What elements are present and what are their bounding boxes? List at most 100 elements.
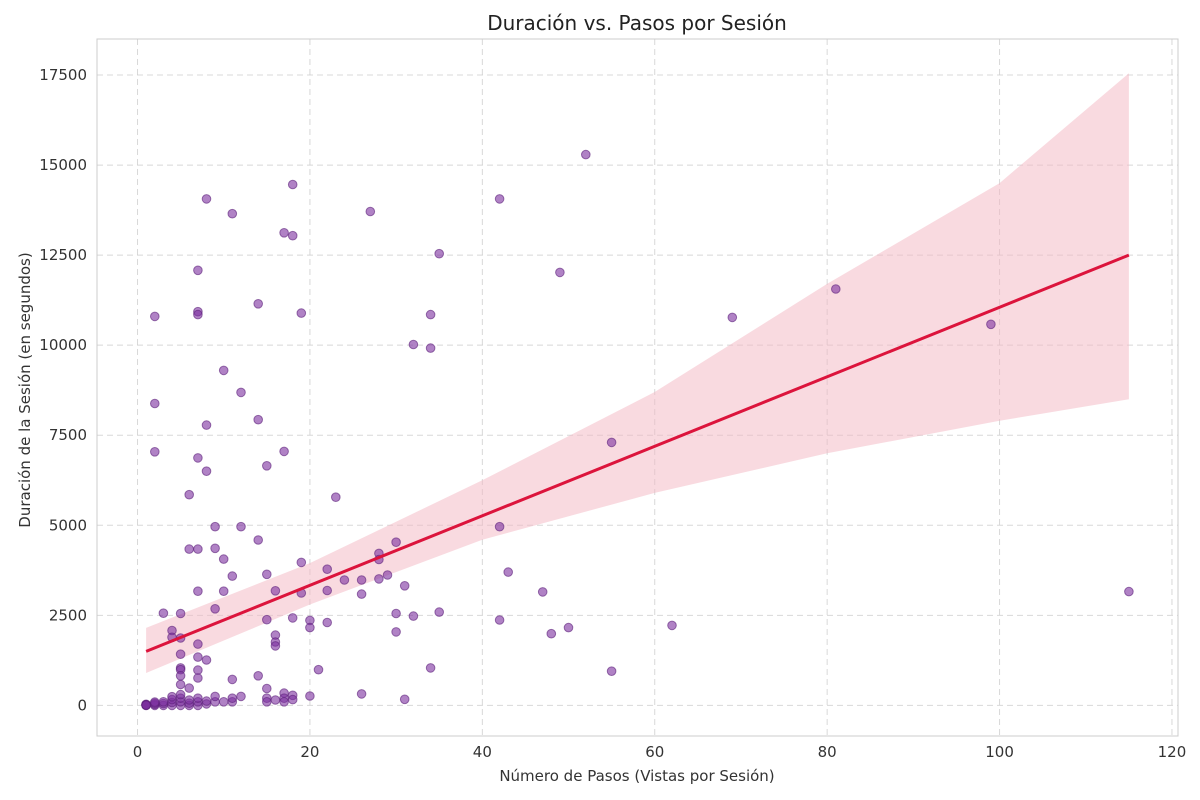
data-point xyxy=(201,194,212,204)
x-tick-label: 100 xyxy=(985,743,1014,761)
data-point xyxy=(184,695,194,705)
chart-title: Duración vs. Pasos por Sesión xyxy=(487,11,787,35)
data-point xyxy=(313,664,324,675)
plot-frame xyxy=(96,38,1179,737)
data-point xyxy=(218,586,229,597)
data-point xyxy=(253,671,264,681)
x-tick-label: 0 xyxy=(133,743,143,761)
data-point xyxy=(408,339,419,350)
data-point xyxy=(167,691,177,702)
scatter-points xyxy=(141,149,1134,711)
data-point xyxy=(305,622,315,633)
data-point xyxy=(227,208,238,219)
data-point xyxy=(425,343,436,353)
data-point xyxy=(175,649,186,660)
data-point xyxy=(236,691,246,702)
data-point xyxy=(262,569,272,580)
data-point xyxy=(339,575,350,585)
data-point xyxy=(322,617,333,628)
y-tick-label: 17500 xyxy=(39,66,87,84)
x-tick-label: 80 xyxy=(818,743,837,761)
data-point xyxy=(150,311,160,322)
data-point xyxy=(434,248,445,259)
data-point xyxy=(727,312,738,323)
y-tick-label: 2500 xyxy=(49,606,87,624)
data-point xyxy=(1124,586,1134,597)
data-point xyxy=(262,683,272,694)
data-point xyxy=(287,230,298,241)
data-point xyxy=(434,607,445,617)
data-point xyxy=(175,608,186,619)
data-point xyxy=(184,683,194,693)
data-point xyxy=(253,299,264,309)
data-point xyxy=(374,574,384,584)
data-point xyxy=(262,461,272,471)
data-point xyxy=(391,608,401,619)
y-axis-ticks: 0 2500 5000 7500 10000 12500 15000 17500 xyxy=(39,66,87,714)
data-point xyxy=(193,453,203,463)
data-point xyxy=(218,697,229,707)
data-point xyxy=(494,615,505,625)
data-point xyxy=(175,671,186,681)
data-point xyxy=(193,309,203,320)
data-point xyxy=(227,571,238,581)
data-point xyxy=(150,398,160,409)
y-tick-label: 12500 xyxy=(39,246,87,264)
data-point xyxy=(193,544,203,554)
confidence-band xyxy=(146,73,1129,673)
data-point xyxy=(210,604,220,614)
data-point xyxy=(606,666,617,677)
x-tick-label: 40 xyxy=(473,743,492,761)
y-tick-label: 7500 xyxy=(49,426,87,444)
data-point xyxy=(494,521,505,532)
data-point xyxy=(193,652,203,662)
data-point xyxy=(279,697,289,707)
regression-line xyxy=(145,253,1130,653)
data-point xyxy=(253,535,264,545)
data-point xyxy=(537,587,548,597)
data-point xyxy=(218,365,229,376)
data-point xyxy=(210,691,220,702)
data-point xyxy=(236,521,246,532)
x-tick-label: 60 xyxy=(645,743,664,761)
data-point xyxy=(365,206,376,217)
data-point xyxy=(184,489,194,500)
data-point xyxy=(391,627,401,637)
data-point xyxy=(296,308,307,318)
data-point xyxy=(218,554,229,564)
data-point xyxy=(210,521,220,532)
data-point xyxy=(356,689,367,699)
data-point xyxy=(986,319,996,330)
data-point xyxy=(279,446,289,457)
data-point xyxy=(236,387,246,398)
data-point xyxy=(175,689,186,700)
data-point xyxy=(667,620,677,631)
data-point xyxy=(391,537,401,548)
data-point xyxy=(322,564,333,575)
data-point xyxy=(356,575,367,585)
data-point xyxy=(581,149,591,160)
data-point xyxy=(305,691,315,701)
data-point xyxy=(193,586,203,597)
data-point xyxy=(158,608,169,619)
data-point xyxy=(150,697,160,707)
x-tick-label: 20 xyxy=(300,743,319,761)
data-point xyxy=(193,693,203,704)
data-point xyxy=(399,694,410,705)
data-point xyxy=(253,414,264,425)
data-point xyxy=(193,265,203,276)
data-point xyxy=(287,179,298,190)
data-point xyxy=(201,696,212,706)
data-point xyxy=(408,611,419,621)
data-point xyxy=(322,585,333,596)
x-axis-title: Número de Pasos (Vistas por Sesión) xyxy=(499,767,774,785)
data-point xyxy=(606,437,617,448)
data-point xyxy=(425,663,436,673)
data-point xyxy=(563,622,574,633)
data-point xyxy=(210,543,220,554)
data-point xyxy=(287,694,298,705)
data-point xyxy=(227,674,238,685)
data-point xyxy=(555,267,565,278)
y-tick-label: 5000 xyxy=(49,516,87,534)
